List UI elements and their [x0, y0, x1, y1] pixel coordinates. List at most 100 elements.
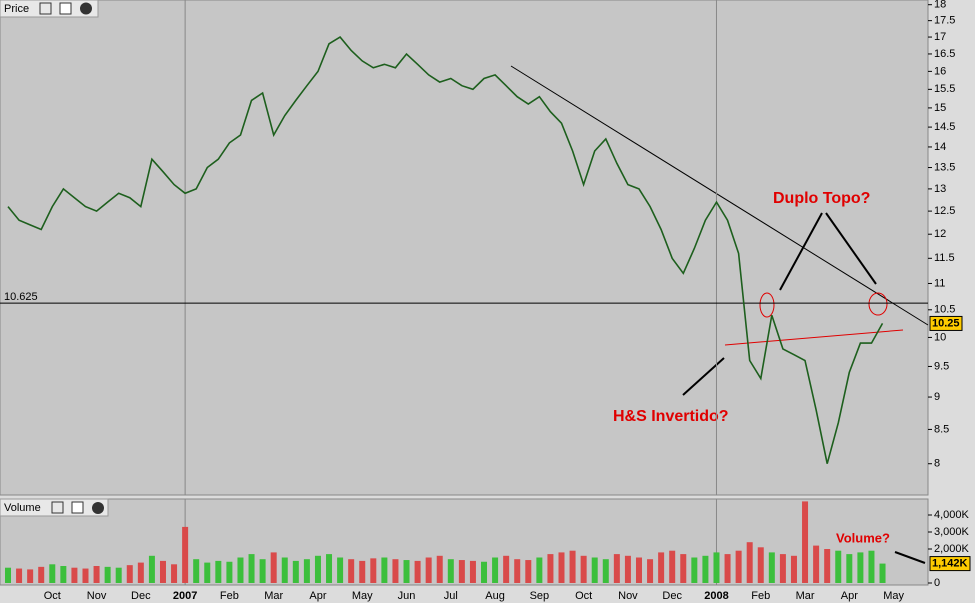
volume-bar [724, 554, 731, 583]
neckline [724, 329, 904, 346]
y-tick-label: 16 [934, 65, 946, 77]
y-tick-label: 8.5 [934, 423, 949, 435]
volume-bar [303, 559, 310, 583]
volume-bar [182, 526, 189, 583]
y-tick-label: 13 [934, 183, 946, 195]
x-tick-label: Mar [264, 590, 283, 602]
volume-bar [425, 557, 432, 583]
volume-bar [292, 560, 299, 583]
settings-icon[interactable] [51, 501, 64, 514]
x-tick-label: Aug [485, 590, 505, 602]
x-tick-label: Dec [131, 590, 151, 602]
x-tick-label: Oct [575, 590, 592, 602]
volume-bar [536, 557, 543, 583]
volume-bar [757, 547, 764, 583]
y-tick-label: 4,000K [934, 509, 970, 521]
volume-bar [514, 559, 521, 583]
x-tick-label: Nov [618, 590, 638, 602]
volume-bar [16, 568, 23, 583]
volume-bar [580, 555, 587, 583]
volume-bar [82, 568, 89, 583]
volume-bar [71, 567, 78, 583]
volume-bar [846, 554, 853, 583]
volume-bar [824, 549, 831, 583]
arrow [894, 551, 926, 564]
price-title: Price [4, 3, 29, 15]
volume-bar [680, 554, 687, 583]
volume-bar [492, 557, 499, 583]
volume-bar [868, 550, 875, 583]
price-header: Price [0, 0, 99, 18]
window-icon[interactable] [59, 2, 72, 15]
volume-bar [857, 552, 864, 583]
volume-bar [779, 554, 786, 583]
close-icon[interactable] [80, 2, 92, 15]
y-tick-label: 3,000K [934, 526, 970, 538]
x-tick-label: Apr [841, 590, 858, 602]
volume-bar [790, 555, 797, 583]
volume-bar [314, 555, 321, 583]
x-tick-label: Sep [530, 590, 550, 602]
x-tick-label: Feb [220, 590, 239, 602]
volume-bar [503, 555, 510, 583]
x-tick-label: Apr [309, 590, 326, 602]
x-tick-label: Feb [751, 590, 770, 602]
y-tick-label: 15 [934, 102, 946, 114]
y-tick-label: 9.5 [934, 360, 949, 372]
volume-bar [270, 552, 277, 583]
volume-bar [702, 555, 709, 583]
x-tick-label: 2007 [173, 590, 197, 602]
volume-bar [436, 555, 443, 583]
y-tick-label: 11.5 [934, 252, 955, 264]
y-tick-label: 14.5 [934, 121, 955, 133]
x-tick-label: Jul [444, 590, 458, 602]
y-tick-label: 17.5 [934, 15, 955, 27]
volume-bar [591, 557, 598, 583]
volume-bar [60, 566, 67, 583]
volume-bar [768, 552, 775, 583]
trend-line [510, 65, 929, 326]
volume-bar [658, 552, 665, 583]
volume-title: Volume [4, 502, 41, 514]
volume-bar [469, 560, 476, 583]
volume-bar [370, 558, 377, 583]
volume-bar [226, 561, 233, 583]
volume-bar [49, 564, 56, 583]
volume-bar [635, 557, 642, 583]
volume-bar [835, 550, 842, 583]
close-icon[interactable] [92, 502, 104, 514]
volume-bar [525, 560, 532, 583]
y-tick-label: 15.5 [934, 83, 955, 95]
volume-bar [447, 559, 454, 583]
volume-bar [193, 559, 200, 583]
y-tick-label: 11 [934, 277, 945, 289]
volume-bar [104, 566, 111, 583]
y-tick-label: 10 [934, 331, 946, 343]
volume-bar [735, 550, 742, 583]
settings-icon[interactable] [39, 2, 52, 15]
y-tick-label: 18 [934, 0, 946, 11]
volume-bar [414, 560, 421, 583]
volume-bar [215, 560, 222, 583]
arrows [682, 212, 926, 564]
y-tick-label: 12.5 [934, 205, 955, 217]
y-tick-label: 16.5 [934, 48, 955, 60]
x-tick-label: Jun [398, 590, 416, 602]
volume-bar [259, 559, 266, 583]
volume-bar [691, 557, 698, 583]
annotation: H&S Invertido? [613, 408, 729, 425]
y-tick-label: 0 [934, 577, 940, 589]
x-tick-label: Mar [796, 590, 815, 602]
annotation: Duplo Topo? [773, 190, 870, 207]
window-icon[interactable] [71, 501, 84, 514]
x-tick-label: May [883, 590, 904, 602]
volume-bar [569, 550, 576, 583]
level-label: 10.625 [4, 291, 38, 303]
top-circle [868, 292, 888, 316]
volume-bar [337, 557, 344, 583]
price-line [7, 36, 884, 464]
volume-bar [392, 559, 399, 583]
volume-bar [647, 559, 654, 583]
last-price-label: 10.25 [932, 317, 960, 329]
top-circle [759, 292, 775, 318]
